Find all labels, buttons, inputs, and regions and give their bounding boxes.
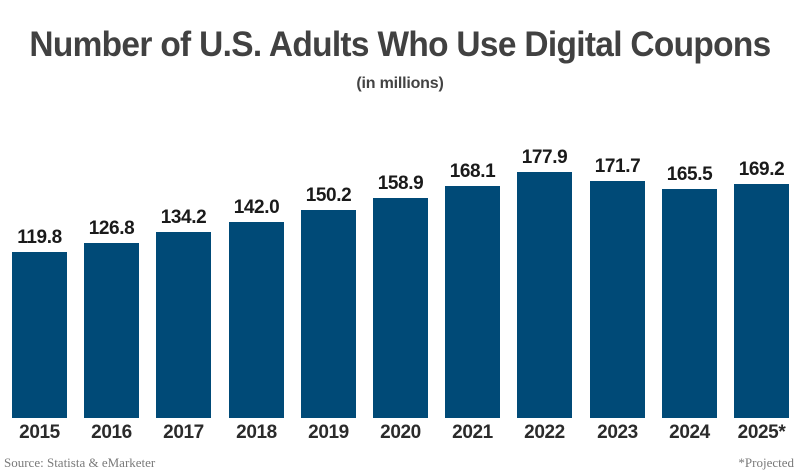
- bar: [662, 189, 717, 418]
- bar: [734, 184, 789, 418]
- category-axis: 2015 2016 2017 2018 2019 2020 2021 2022 2023 2024…: [12, 421, 788, 449]
- bar-value-label: 150.2: [305, 185, 352, 206]
- bar-value-label: 142.0: [233, 197, 280, 218]
- bar-value-label: 119.8: [17, 227, 62, 248]
- chart-subtitle: (in millions): [356, 75, 444, 92]
- bar: [12, 252, 67, 418]
- bar-group: 168.1: [445, 130, 500, 418]
- bar-group: 126.8: [84, 130, 139, 418]
- bar-group: 158.9: [373, 130, 428, 418]
- category-label: 2019: [308, 422, 349, 443]
- chart-title: Number of U.S. Adults Who Use Digital Co…: [29, 25, 771, 64]
- category-label: 2017: [163, 422, 204, 443]
- category-label: 2015: [19, 422, 60, 443]
- bar: [301, 210, 356, 418]
- bar-group: 171.7: [590, 130, 645, 418]
- bar-group: 142.0: [229, 130, 284, 418]
- bar: [229, 222, 284, 418]
- bar-value-label: 171.7: [594, 156, 641, 177]
- source-note: Source: Statista & eMarketer: [4, 455, 156, 470]
- category-label: 2022: [524, 422, 565, 443]
- bar-value-label: 126.8: [88, 218, 135, 239]
- projected-note: *Projected: [738, 455, 794, 470]
- bar-group: 169.2: [734, 130, 789, 418]
- bar: [517, 172, 572, 418]
- bar-value-label: 134.2: [160, 207, 207, 228]
- plot-area: 119.8 126.8 134.2 142.0 150.2 158.9 168.1 177.9…: [12, 130, 789, 418]
- title-block: Number of U.S. Adults Who Use Digital Co…: [0, 24, 800, 93]
- bar: [590, 181, 645, 418]
- bar-value-label: 169.2: [738, 159, 785, 180]
- bar: [84, 243, 139, 418]
- category-label: 2023: [597, 422, 638, 443]
- bar-group: 134.2: [156, 130, 211, 418]
- category-label: 2020: [380, 422, 421, 443]
- bar-group: 150.2: [301, 130, 356, 418]
- bar-value-label: 177.9: [521, 147, 568, 168]
- bar-value-label: 165.5: [666, 164, 713, 185]
- bar-value-label: 158.9: [377, 173, 424, 194]
- bar: [373, 198, 428, 418]
- category-label: 2025*: [737, 422, 786, 443]
- bar: [445, 186, 500, 418]
- bar-group: 119.8: [12, 130, 67, 418]
- bar-group: 165.5: [662, 130, 717, 418]
- category-label: 2018: [236, 422, 277, 443]
- bar: [156, 232, 211, 418]
- bar-group: 177.9: [517, 130, 572, 418]
- category-label: 2016: [91, 422, 132, 443]
- category-label: 2021: [452, 422, 493, 443]
- category-label: 2024: [669, 422, 710, 443]
- bar-value-label: 168.1: [449, 161, 496, 182]
